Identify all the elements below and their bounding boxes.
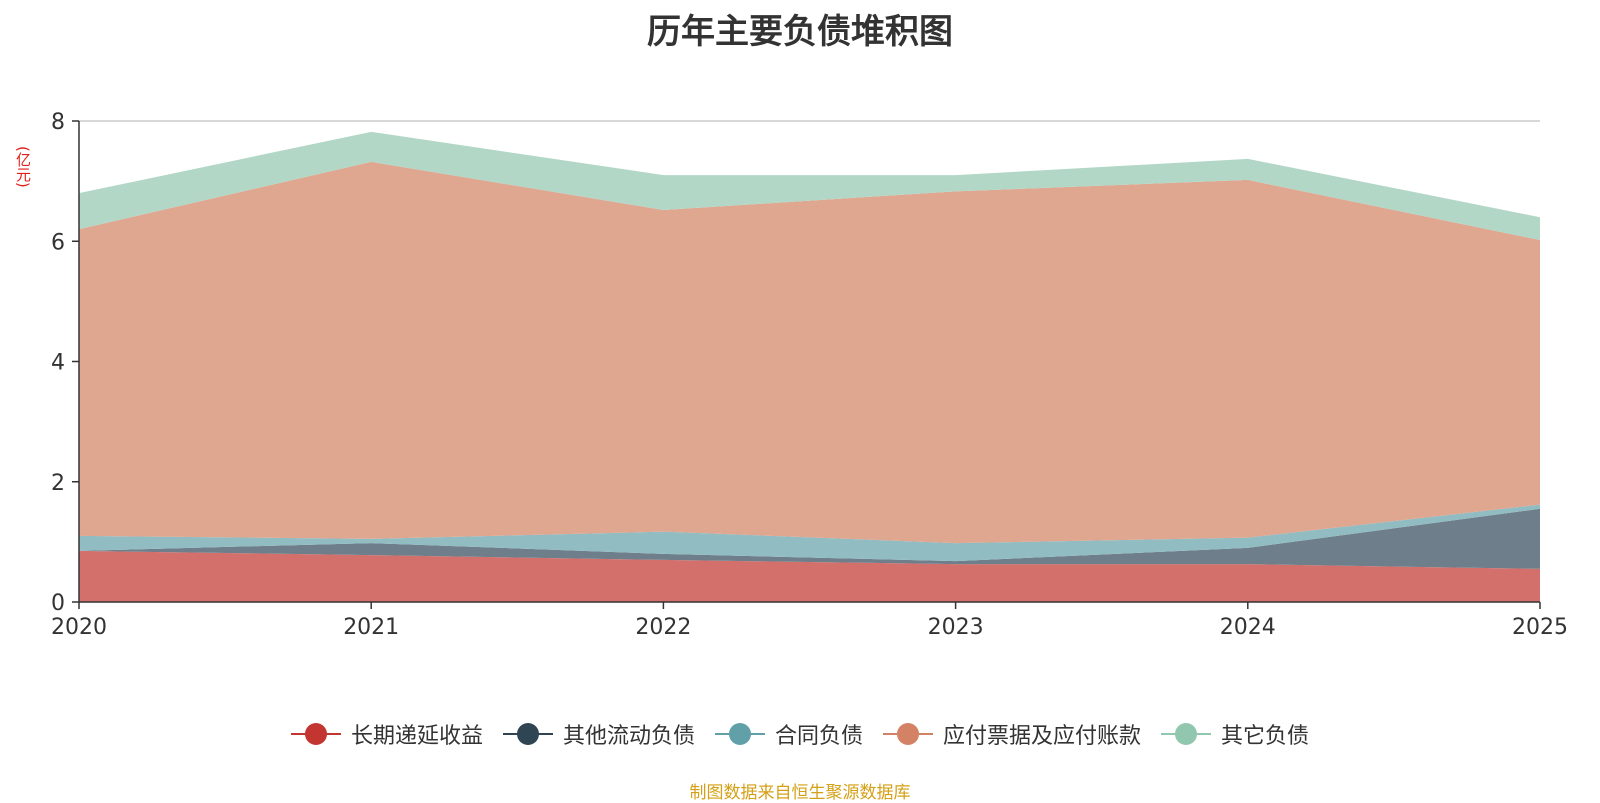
legend-item-2[interactable]: 其他流动负债: [502, 718, 695, 750]
legend-marker-icon: [883, 723, 933, 745]
y-tick-label-8: 8: [51, 110, 65, 135]
chart-title: 历年主要负债堆积图: [647, 12, 953, 52]
legend-item-5[interactable]: 其它负债: [1161, 718, 1309, 750]
y-tick-label-4: 4: [51, 351, 65, 376]
x-tick-label-2025: 2025: [1512, 615, 1568, 640]
x-tick-label-2023: 2023: [928, 615, 984, 640]
x-tick-label-2022: 2022: [635, 615, 691, 640]
legend-item-1[interactable]: 长期递延收益: [290, 718, 483, 750]
legend-label: 应付票据及应付账款: [943, 724, 1142, 749]
x-tick-label-2021: 2021: [343, 615, 399, 640]
area-series-4: [79, 161, 1540, 544]
area-series-5: [79, 131, 1540, 241]
x-tick-label-2020: 2020: [51, 615, 107, 640]
legend: 长期递延收益 其他流动负债 合同负债 应付票据及应付账款 其它负债: [0, 718, 1600, 750]
source-note: 制图数据来自恒生聚源数据库: [689, 783, 911, 803]
legend-label: 其它负债: [1221, 724, 1310, 749]
y-tick-label-2: 2: [51, 471, 65, 496]
legend-item-4[interactable]: 应付票据及应付账款: [883, 718, 1141, 750]
axes: 0 2 4 6 8 2020 2021 2022 2023 2024 2025: [51, 110, 1568, 640]
legend-marker-icon: [714, 723, 765, 745]
area-series-2: [79, 508, 1540, 569]
area-series-3: [79, 504, 1540, 562]
area-series-1: [79, 550, 1540, 602]
area-series: [79, 131, 1540, 602]
legend-marker-icon: [502, 723, 553, 745]
legend-label: 合同负债: [774, 724, 863, 749]
y-tick-label-6: 6: [51, 230, 65, 255]
x-tick-label-2024: 2024: [1220, 615, 1276, 640]
legend-marker-icon: [1161, 723, 1212, 745]
legend-marker-icon: [290, 723, 341, 745]
legend-item-3[interactable]: 合同负债: [714, 718, 863, 750]
y-tick-label-0: 0: [51, 591, 65, 616]
legend-label: 其他流动负债: [562, 724, 695, 749]
legend-label: 长期递延收益: [350, 724, 483, 749]
